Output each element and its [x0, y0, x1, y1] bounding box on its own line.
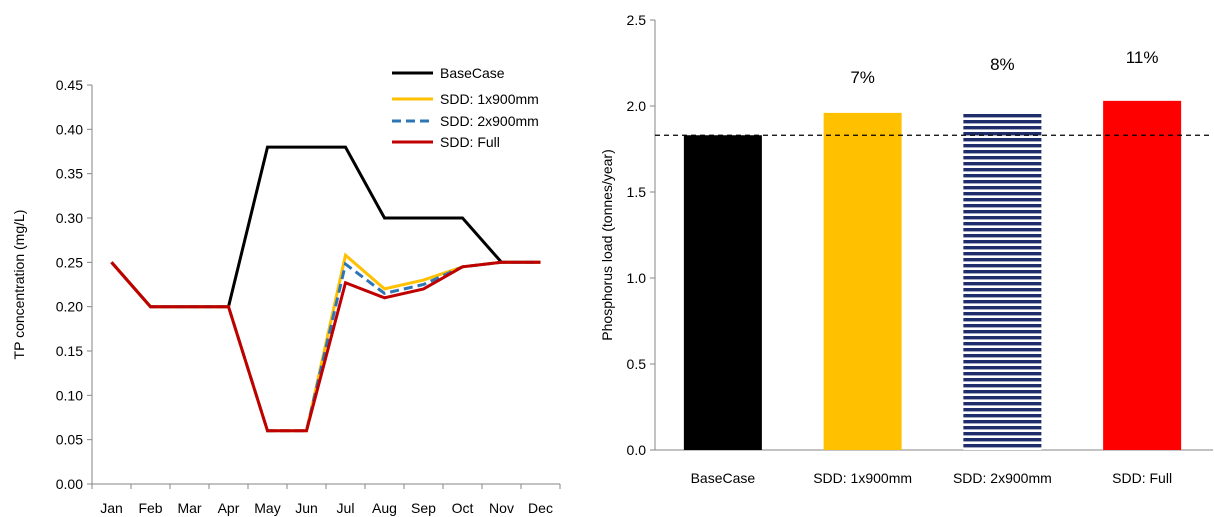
x-tick-label: Aug	[372, 500, 397, 516]
bar-0	[683, 135, 762, 451]
x-tick-label: Jul	[337, 500, 355, 516]
x-tick-label: Dec	[528, 500, 553, 516]
bar-2	[963, 112, 1042, 450]
data-label: 7%	[850, 68, 875, 87]
legend-entry: SDD: 2x900mm	[440, 113, 539, 129]
x-tick-label: SDD: 1x900mm	[813, 470, 912, 486]
x-tick-label: SDD: Full	[1112, 470, 1172, 486]
x-tick-label: Oct	[452, 500, 474, 516]
x-tick-label: SDD: 2x900mm	[953, 470, 1052, 486]
y-tick-label: 0.40	[56, 121, 83, 137]
x-tick-label: May	[254, 500, 280, 516]
y-tick-label: 0.00	[56, 476, 83, 492]
y-tick-label: 0.05	[56, 432, 83, 448]
x-tick-label: Feb	[138, 500, 162, 516]
x-tick-label: Jan	[100, 500, 123, 516]
y-tick-label: 0.10	[56, 387, 83, 403]
x-tick-label: BaseCase	[691, 470, 756, 486]
y-tick-label: 0.15	[56, 343, 83, 359]
x-tick-label: Apr	[218, 500, 240, 516]
tp-concentration-line-chart: 0.00 0.05 0.10 0.15 0.20 0.25 0.30 0.35 0.40 0.45…	[11, 65, 561, 516]
data-label: 8%	[990, 55, 1015, 74]
series-line-3	[110, 260, 541, 433]
legend-entry: SDD: 1x900mm	[440, 91, 539, 107]
data-label: 11%	[1126, 48, 1159, 67]
y-tick-label: 0.20	[56, 299, 83, 315]
y-axis-title: TP concentration (mg/L)	[11, 210, 27, 360]
bar-3	[1103, 100, 1182, 450]
y-tick-label: 0.0	[627, 442, 647, 458]
bar-1	[823, 112, 902, 450]
y-tick-label: 0.5	[627, 356, 647, 372]
x-tick-label: Nov	[489, 500, 514, 516]
legend-entry: SDD: Full	[440, 134, 500, 150]
y-tick-label: 2.0	[627, 98, 647, 114]
x-tick-label: Sep	[411, 500, 436, 516]
x-tick-label: Mar	[177, 500, 201, 516]
x-tick-label: Jun	[295, 500, 318, 516]
y-axis-title: Phosphorus load (tonnes/year)	[599, 149, 615, 340]
y-tick-label: 0.30	[56, 210, 83, 226]
legend-entry: BaseCase	[440, 65, 505, 81]
y-tick-label: 1.5	[627, 184, 647, 200]
y-tick-label: 0.25	[56, 254, 83, 270]
y-tick-label: 2.5	[627, 12, 647, 28]
y-tick-label: 0.35	[56, 166, 83, 182]
y-tick-label: 0.45	[56, 77, 83, 93]
y-tick-label: 1.0	[627, 270, 647, 286]
